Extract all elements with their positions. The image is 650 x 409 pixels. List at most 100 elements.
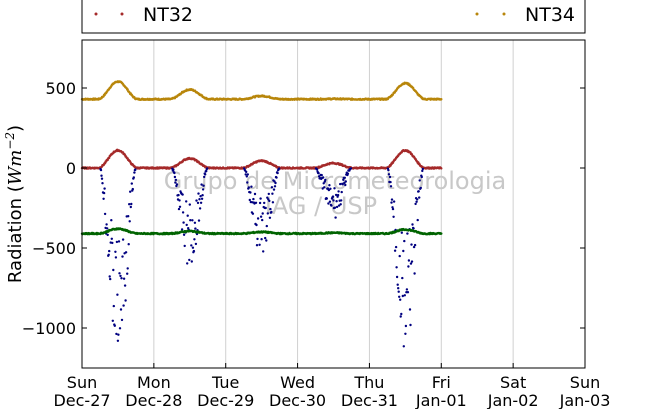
data-point-series-3: [245, 170, 248, 174]
data-point-series-3: [336, 193, 340, 197]
data-point-series-3: [406, 291, 410, 294]
data-point-series-3: [322, 176, 325, 179]
data-point-series-3: [418, 196, 421, 199]
data-point-series-3: [111, 319, 115, 322]
data-point-series-3: [129, 190, 132, 193]
data-point-series-3: [343, 181, 346, 185]
x-tick-label-day: Sat: [500, 373, 526, 392]
data-point-series-3: [128, 220, 131, 223]
data-point-series-3: [133, 171, 136, 174]
data-point-series-3: [315, 168, 319, 171]
data-point-series-3: [194, 242, 198, 246]
data-point-series-3: [185, 200, 188, 203]
data-point-series-3: [122, 304, 125, 307]
data-point-series-3: [391, 207, 395, 211]
data-point-series-3: [407, 259, 411, 262]
data-point-series-3: [126, 267, 129, 270]
data-point-series-3: [246, 173, 249, 176]
data-point-series-3: [335, 205, 339, 209]
data-point-series-3: [183, 244, 186, 248]
data-point-series-3: [196, 201, 200, 205]
data-point-series-3: [103, 187, 106, 190]
data-point-series-3: [202, 184, 205, 187]
data-point-series-3: [268, 199, 271, 203]
data-point-series-3: [115, 240, 119, 244]
data-point-series-3: [391, 206, 394, 209]
x-tick-label-date: Dec-31: [341, 391, 398, 409]
data-point-series-3: [188, 203, 191, 206]
data-point-series-3: [113, 324, 117, 327]
data-point-series-3: [322, 182, 325, 185]
data-point-series-3: [109, 277, 112, 281]
data-point-series-3: [264, 206, 267, 210]
data-point-series-3: [328, 184, 331, 187]
data-point-series-3: [402, 345, 405, 348]
data-point-series-3: [123, 284, 127, 287]
data-point-series-3: [264, 236, 267, 240]
data-point-series-3: [260, 238, 263, 241]
x-tick-label-day: Tue: [211, 373, 239, 392]
data-point-series-3: [405, 288, 409, 291]
data-point-series-3: [121, 255, 124, 258]
data-point-series-3: [128, 203, 131, 206]
data-point-series-3: [251, 212, 255, 215]
data-point-series-3: [112, 268, 115, 272]
data-point-series-3: [415, 200, 418, 203]
data-point-series-3: [181, 211, 185, 214]
data-point-series-3: [392, 215, 395, 218]
data-point-series-3: [190, 260, 193, 263]
watermark-line-1: Grupo de Micrometeorologia: [164, 167, 506, 195]
data-point-series-3: [186, 214, 189, 217]
data-point-series-3: [197, 192, 200, 195]
data-point-series-3: [419, 186, 422, 190]
data-point-series-3: [116, 339, 120, 342]
data-point-series-3: [201, 194, 204, 197]
data-point-series-3: [339, 203, 342, 206]
data-point-series-3: [129, 205, 132, 209]
data-point-series-3: [271, 201, 275, 204]
data-point-series-3: [192, 249, 196, 253]
data-point-series-3: [254, 201, 258, 204]
data-point-series-3: [400, 312, 403, 316]
data-point-series-3: [406, 232, 409, 235]
data-point-series-3: [259, 215, 263, 218]
data-point-series-3: [397, 287, 400, 290]
data-point-series-3: [118, 327, 122, 330]
data-point-series-3: [324, 178, 327, 182]
legend: NT32 NT34: [81, 0, 586, 34]
data-point-series-3: [416, 198, 419, 201]
data-point-series-3: [256, 217, 260, 220]
data-point-series-3: [261, 212, 264, 215]
data-point-series-3: [266, 212, 269, 215]
data-series: [80, 80, 443, 348]
data-point-series-3: [416, 218, 419, 222]
data-point-series-3: [410, 260, 414, 263]
data-point-series-3: [119, 308, 123, 311]
data-point-series-3: [389, 180, 392, 184]
data-point-series-3: [343, 176, 346, 179]
data-point-series-3: [182, 233, 186, 236]
data-point-series-3: [115, 332, 118, 336]
data-point-series-3: [201, 188, 205, 191]
data-point-series-3: [256, 237, 259, 241]
data-point-series-3: [413, 272, 416, 275]
data-point-series-3: [191, 246, 195, 249]
data-point-series-3: [120, 277, 123, 280]
data-point-series-3: [409, 262, 413, 265]
x-tick-label-date: Dec-30: [269, 391, 326, 409]
data-point-series-3: [342, 178, 345, 181]
data-point-series-3: [106, 227, 109, 230]
data-point-series-3: [407, 265, 410, 268]
data-point-series-3: [173, 171, 176, 175]
data-point-series-3: [178, 205, 182, 208]
data-point-series-3: [127, 215, 130, 218]
data-point-series-3: [317, 172, 320, 175]
data-point-series-3: [107, 253, 110, 256]
data-point-series-3: [173, 175, 177, 179]
data-point-series-3: [332, 199, 335, 202]
data-point-series-3: [396, 283, 399, 286]
data-point-series-3: [255, 244, 259, 247]
data-point-series-3: [329, 187, 332, 190]
data-point-series-4: [440, 232, 443, 235]
x-tick-label-day: Fri: [432, 373, 451, 392]
